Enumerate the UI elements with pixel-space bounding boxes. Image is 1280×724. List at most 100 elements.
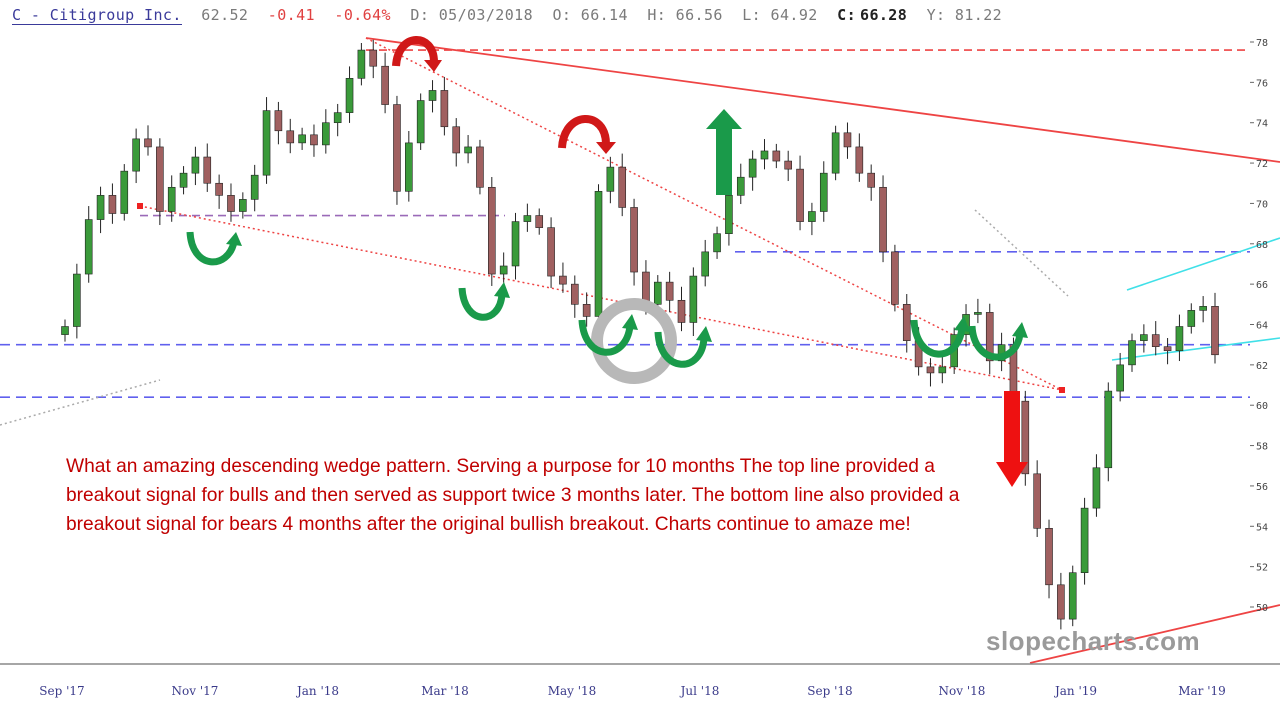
y-tick-label: 58 [1256,442,1268,453]
x-tick-label: Sep '18 [807,684,852,698]
candle [511,221,520,267]
candle [464,146,472,154]
candle [132,138,140,172]
candle [784,160,792,170]
candle [559,275,567,285]
candle [665,281,674,301]
candle [393,104,401,192]
candle [748,158,757,178]
y-tick-label: 72 [1256,159,1268,170]
candle [902,304,911,341]
candle [808,211,816,222]
candle [547,227,555,277]
red-curved-arrow-icon [558,115,616,154]
price-change-pct: -0.64% [334,6,391,24]
cyan-channel-bottom [1111,337,1280,361]
y-axis: 50 52 54 56 58 60 62 64 66 68 70 72 74 76 78 [1250,38,1268,614]
candle [1211,306,1219,356]
low-price: L: 64.92 [742,6,818,24]
candle [298,134,306,144]
y-tick-label: 56 [1256,482,1268,493]
candle [1068,572,1077,620]
candle [440,90,449,128]
candle [974,312,982,315]
candles-layer [61,39,1219,630]
candle [167,186,176,212]
candle [606,166,615,192]
candle [274,110,283,132]
x-tick-label: Jul '18 [679,684,720,698]
y-tick-label: 76 [1256,78,1268,89]
candle [345,78,354,113]
candle [867,172,875,188]
candle [618,166,627,208]
candle [416,100,425,144]
candle [985,312,994,362]
x-tick-label: May '18 [548,684,597,698]
candle [250,174,259,200]
price-change: -0.41 [267,6,315,24]
candle [96,195,105,220]
wedge-anchor-point [137,203,143,209]
candle [1140,334,1148,341]
candle [476,146,484,188]
y-tick-label: 78 [1256,38,1268,49]
candle [428,90,437,101]
annotation-text: What an amazing descending wedge pattern… [66,456,960,535]
candle [796,168,804,222]
candle [594,191,603,317]
cyan-channel-top [1126,237,1280,291]
wedge-end-point [1059,387,1065,393]
red-curved-arrow-icon [392,36,442,72]
candle [239,199,247,212]
candle [879,186,887,253]
candle [405,142,413,192]
red-support-line [1029,604,1280,664]
candle [357,49,366,79]
y-tick-label: 64 [1256,321,1268,332]
y-tick-label: 62 [1256,361,1268,372]
y-tick-label: 74 [1256,119,1268,130]
candle [653,281,662,305]
candle [736,176,745,196]
y-tick-label: 66 [1256,280,1268,291]
candle [203,156,212,184]
candle [73,273,81,327]
candle [701,251,710,277]
y-tick-label: 52 [1256,563,1268,574]
candle [535,215,544,228]
candle [1057,584,1065,620]
candle [61,326,69,335]
green-curved-arrow-icon [654,326,712,368]
candle [84,219,93,275]
candle [1163,346,1172,352]
quote-date: D: 05/03/2018 [410,6,534,24]
wedge-top-line [365,37,1280,163]
gray-circle-marker [591,298,677,384]
candle [322,122,330,146]
candle [262,110,271,176]
candle [452,126,461,154]
candle [523,215,532,222]
candle [772,150,781,162]
green-curved-arrow-icon [458,282,510,321]
y-tick-label: 60 [1256,401,1268,412]
close-price: 66.28 [860,6,908,24]
open-price: O: 66.14 [552,6,628,24]
symbol-title[interactable]: C - Citigroup Inc. [12,6,182,25]
candle [630,207,638,273]
candle [725,195,733,234]
watermark: slopecharts.com [986,626,1201,656]
x-tick-label: Nov '18 [939,684,986,698]
candle [156,146,164,212]
green-curved-arrow-icon [578,314,638,356]
last-price: 62.52 [201,6,249,24]
x-tick-label: Sep '17 [39,684,84,698]
candle [891,251,899,305]
candle [191,156,200,174]
candle [1151,334,1160,347]
candle [1045,528,1053,586]
candle [570,283,579,305]
green-up-arrow-icon [706,109,742,195]
